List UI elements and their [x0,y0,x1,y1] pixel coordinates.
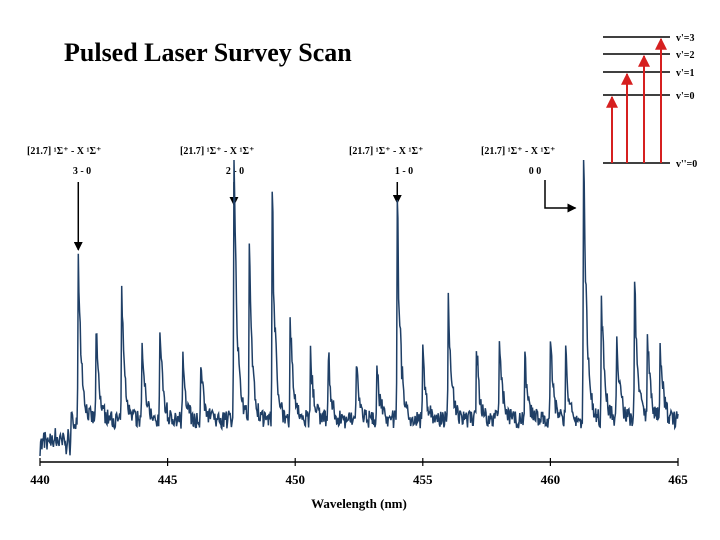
slide-title: Pulsed Laser Survey Scan [64,38,352,67]
x-axis-label: Wavelength (nm) [311,496,407,511]
x-tick-label-3: 455 [413,472,433,487]
annotation-arrow-3 [544,180,577,213]
level-label-3: v'=0 [676,91,694,102]
annotation-band-0: 3 - 0 [73,166,91,177]
x-tick-label-5: 465 [668,472,688,487]
annotation-band-1: 2 - 0 [226,166,244,177]
x-tick-label-1: 445 [158,472,178,487]
x-tick-label-0: 440 [30,472,50,487]
x-tick-label-4: 460 [541,472,561,487]
spectrum-line [39,159,679,457]
annotation-label-0: [21.7] ¹Σ⁺ - X ¹Σ⁺ [27,146,101,157]
annotation-band-2: 1 - 0 [395,166,413,177]
level-label-2: v'=1 [676,68,694,79]
annotation-band-3: 0 0 [529,166,542,177]
spectrum-series [39,159,679,457]
level-label-0: v'=3 [676,33,694,44]
x-tick-label-2: 450 [285,472,305,487]
annotation-label-3: [21.7] ¹Σ⁺ - X ¹Σ⁺ [481,146,555,157]
level-label-1: v'=2 [676,50,694,61]
level-label-4: v''=0 [676,159,697,170]
annotation-label-1: [21.7] ¹Σ⁺ - X ¹Σ⁺ [180,146,254,157]
x-axis: 440 445 450 455 460 465 Wavelength (nm) [30,458,688,511]
annotation-label-2: [21.7] ¹Σ⁺ - X ¹Σ⁺ [349,146,423,157]
peak-annotations: [21.7] ¹Σ⁺ - X ¹Σ⁺ 3 - 0 [21.7] ¹Σ⁺ - X ¹Σ… [27,146,577,251]
energy-level-diagram: v'=3 v'=2 v'=1 v'=0 v''=0 [603,33,697,170]
